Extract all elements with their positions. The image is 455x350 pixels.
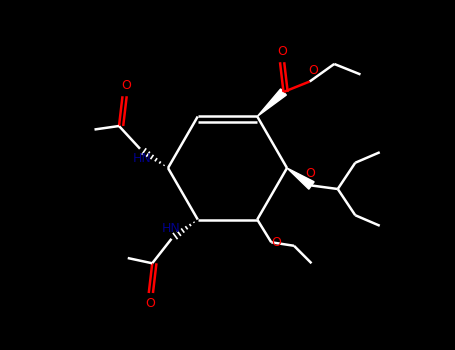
Text: HN: HN <box>162 223 181 236</box>
Polygon shape <box>287 168 314 189</box>
Text: O: O <box>146 297 156 310</box>
Text: O: O <box>305 167 315 180</box>
Text: HN: HN <box>132 152 151 165</box>
Text: O: O <box>308 64 318 77</box>
Text: O: O <box>121 79 131 92</box>
Text: O: O <box>277 45 287 58</box>
Polygon shape <box>257 89 286 117</box>
Text: O: O <box>272 236 282 249</box>
